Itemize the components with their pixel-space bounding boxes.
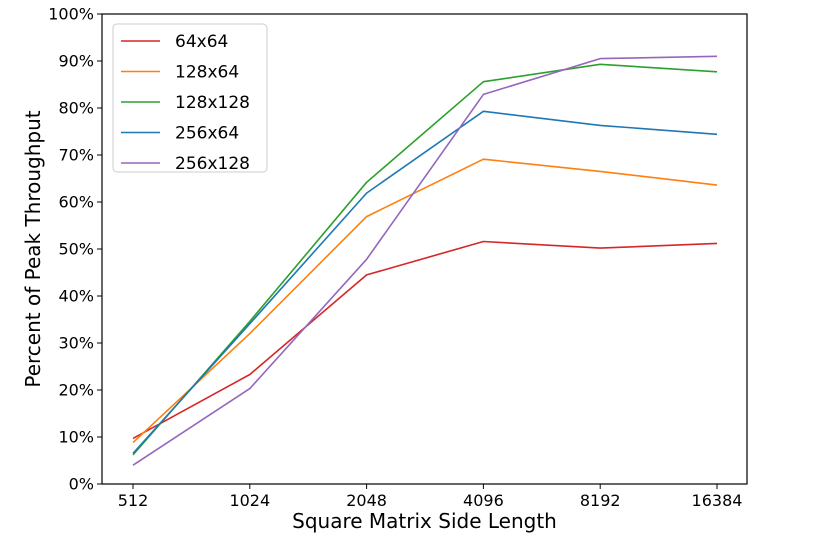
y-axis-title: Percent of Peak Throughput — [21, 110, 45, 387]
series-line-256x64 — [132, 110, 718, 454]
series-lines — [132, 55, 718, 466]
y-tick-label: 90% — [58, 52, 94, 71]
x-tick-label: 1024 — [229, 491, 270, 510]
legend-label: 128x128 — [175, 93, 250, 113]
y-tick-label: 60% — [58, 193, 94, 212]
series-line-128x128 — [132, 63, 718, 456]
legend-label: 128x64 — [175, 63, 239, 83]
x-tick-label: 16384 — [692, 491, 743, 510]
y-tick-label: 100% — [48, 5, 94, 24]
y-tick-label: 70% — [58, 146, 94, 165]
legend-label: 256x64 — [175, 124, 239, 144]
y-axis: 0% 10% 20% 30% 40% 50% 60% 70% 80% 90% 100% — [48, 5, 102, 494]
y-tick-label: 10% — [58, 428, 94, 447]
y-tick-label: 50% — [58, 240, 94, 259]
legend-label: 64x64 — [175, 32, 228, 52]
y-tick-label: 40% — [58, 287, 94, 306]
x-tick-label: 8192 — [580, 491, 621, 510]
legend-box — [112, 23, 268, 173]
series-line-256x128 — [132, 55, 718, 466]
y-tick-label: 0% — [69, 475, 94, 494]
y-tick-label: 20% — [58, 381, 94, 400]
x-tick-label: 2048 — [346, 491, 387, 510]
x-axis: 512 1024 2048 4096 8192 16384 — [118, 484, 743, 510]
series-line-128x64 — [132, 158, 718, 444]
y-tick-label: 30% — [58, 334, 94, 353]
x-axis-title: Square Matrix Side Length — [292, 509, 557, 533]
series-line-64x64 — [132, 240, 718, 440]
y-tick-label: 80% — [58, 99, 94, 118]
x-tick-label: 4096 — [463, 491, 504, 510]
x-tick-label: 512 — [118, 491, 149, 510]
legend-label: 256x128 — [175, 154, 250, 174]
legend: 64x64 128x64 128x128 256x64 256x128 — [112, 23, 268, 174]
